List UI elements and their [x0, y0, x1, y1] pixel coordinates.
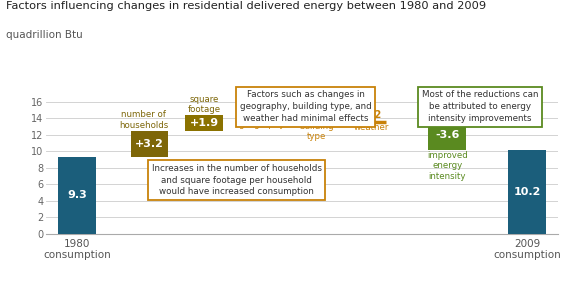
Bar	[185, 115, 223, 131]
Text: weather: weather	[353, 123, 389, 132]
Text: Factors such as changes in
geography, building type, and
weather had minimal eff: Factors such as changes in geography, bu…	[240, 90, 372, 123]
Text: -0.3: -0.3	[252, 106, 273, 116]
Text: Most of the reductions can
be attributed to energy
intensity improvements: Most of the reductions can be attributed…	[422, 90, 539, 123]
Text: -0.2: -0.2	[360, 110, 382, 120]
Text: geography: geography	[239, 120, 285, 129]
Text: Increases in the number of households
and square footage per household
would hav: Increases in the number of households an…	[152, 164, 322, 196]
Text: square
footage: square footage	[188, 95, 221, 114]
Text: number of
households: number of households	[119, 110, 168, 130]
Bar	[58, 157, 96, 234]
Text: improved
energy
intensity: improved energy intensity	[427, 151, 468, 181]
Bar	[508, 150, 546, 234]
Bar	[131, 131, 168, 157]
Text: building
type: building type	[299, 122, 334, 141]
Text: Factors influencing changes in residential delivered energy between 1980 and 200: Factors influencing changes in residenti…	[6, 1, 486, 11]
Text: +3.2: +3.2	[135, 139, 164, 149]
Text: 9.3: 9.3	[67, 190, 87, 200]
Text: -3.6: -3.6	[435, 130, 460, 140]
Text: +1.9: +1.9	[189, 118, 218, 128]
Text: 10.2: 10.2	[514, 187, 541, 197]
Text: -0.2: -0.2	[306, 109, 327, 119]
Text: quadrillion Btu: quadrillion Btu	[6, 30, 83, 40]
Bar	[429, 120, 466, 150]
